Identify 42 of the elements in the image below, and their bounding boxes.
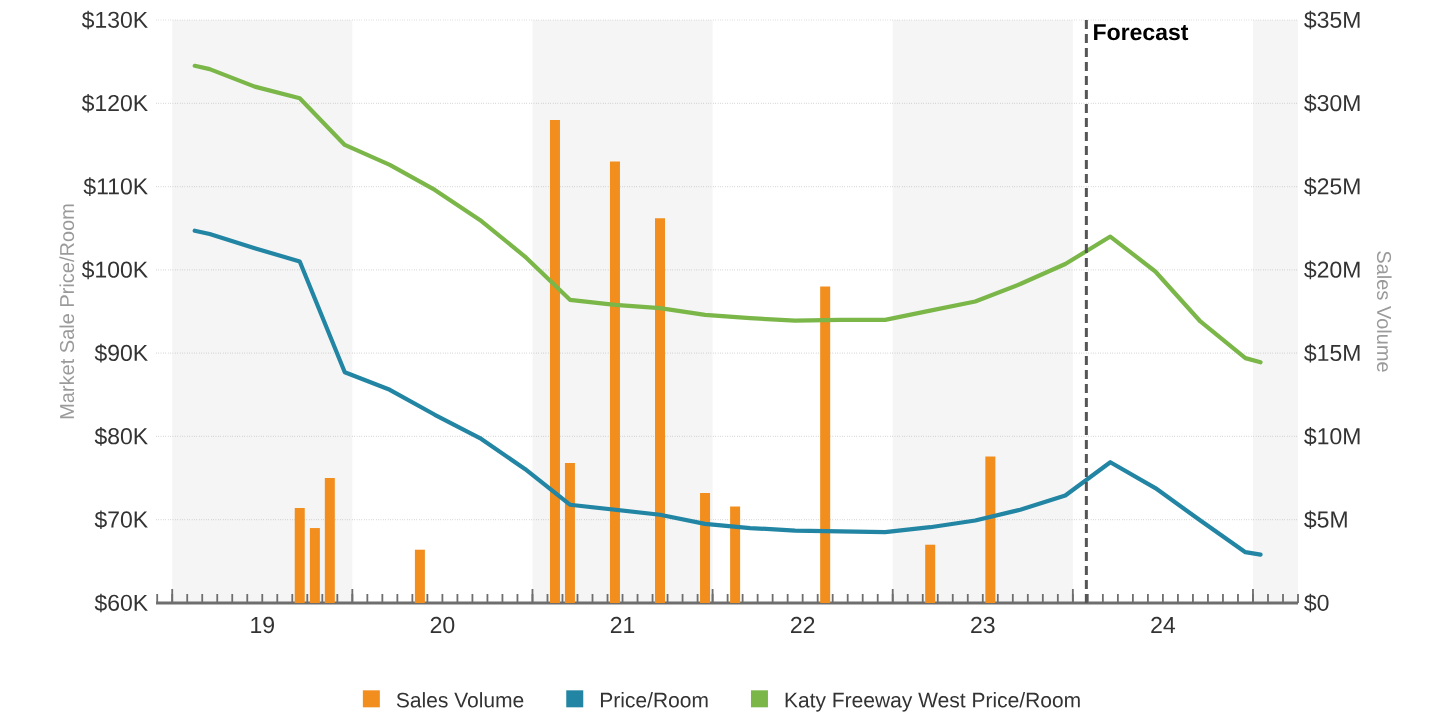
legend-label: Sales Volume	[396, 692, 524, 708]
x-tick-label: 21	[610, 616, 635, 633]
x-tick-label: 24	[1151, 616, 1176, 633]
y2-tick-label: $5M	[1304, 510, 1347, 530]
y-tick-label: $90K	[94, 343, 148, 363]
y2-tick-label: $0	[1304, 593, 1329, 613]
y-tick-label: $110K	[83, 177, 148, 196]
y2-tick-label: $10M	[1304, 427, 1360, 446]
x-tick-label: 23	[971, 616, 995, 634]
y-tick-label: $120K	[81, 93, 148, 113]
bar	[655, 218, 665, 603]
legend-label: Price/Room	[600, 692, 708, 708]
ref-line-label: Forecast	[1094, 24, 1189, 41]
x-tick-label: 19	[251, 616, 274, 634]
legend-label: Katy Freeway West Price/Room	[785, 692, 1080, 712]
bar	[609, 161, 620, 603]
bar	[294, 508, 305, 603]
y2-tick-label: $15M	[1304, 343, 1360, 363]
line-series	[192, 63, 1263, 365]
bar	[985, 456, 996, 603]
bar	[549, 119, 560, 603]
y-tick-label: $130K	[81, 10, 148, 30]
y-tick-label: $70K	[94, 510, 148, 530]
bar	[700, 493, 711, 603]
y-tick-label: $60K	[94, 593, 148, 613]
y2-tick-label: $35M	[1304, 10, 1360, 30]
y-tick-label: $100K	[81, 260, 148, 280]
bar	[309, 528, 320, 603]
bar	[730, 506, 741, 603]
y2-tick-label: $20M	[1304, 260, 1360, 280]
y2-tick-label: $25M	[1304, 177, 1360, 196]
y-axis-title: Market Sale Price/Room	[59, 204, 75, 419]
y2-axis-title: Sales Volume	[1376, 251, 1392, 372]
x-tick-label: 22	[791, 616, 815, 633]
bar	[925, 544, 936, 603]
bar	[564, 463, 575, 603]
y-tick-label: $80K	[94, 427, 148, 446]
bar	[324, 478, 335, 603]
bar	[414, 549, 425, 603]
y2-tick-label: $30M	[1304, 93, 1360, 113]
x-tick-label: 20	[430, 616, 455, 634]
bar	[820, 286, 831, 603]
